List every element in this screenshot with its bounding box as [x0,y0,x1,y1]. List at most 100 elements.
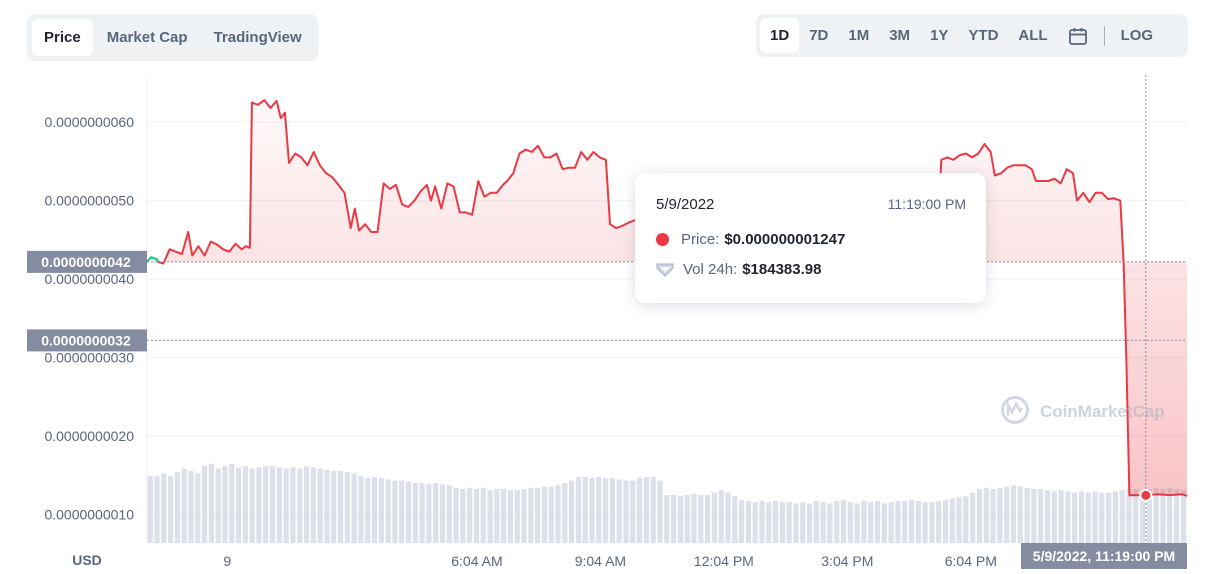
volume-bar [433,483,439,543]
tooltip-volume-value: $184383.98 [742,261,822,278]
volume-bar [827,503,833,543]
tooltip-volume-row: Vol 24h: $184383.98 [656,261,821,278]
volume-bar [1004,486,1010,543]
tab-market-cap[interactable]: Market Cap [106,29,188,46]
tooltip-price-row: Price: $0.000000001247 [656,231,845,248]
volume-bar [738,499,745,543]
volume-bar [263,466,269,543]
crosshair-point [1139,488,1153,502]
volume-bar [222,466,228,543]
volume-bar [834,501,840,543]
volume-bar [616,479,622,543]
volume-bar [684,495,690,543]
volume-bar [772,501,779,543]
volume-bar [229,463,235,543]
volume-bar [942,499,949,543]
volume-bar [1112,491,1119,543]
volume-bar [242,466,248,543]
toolbar-divider [1103,25,1105,46]
volume-bar [460,489,466,543]
volume-bar [1078,491,1085,543]
range-1y[interactable]: 1Y [930,27,949,44]
volume-bar [1044,490,1051,543]
volume-bar [188,471,194,543]
volume-bar [983,487,989,543]
volume-bar [711,492,717,543]
range-ytd[interactable]: YTD [968,27,999,44]
volume-bar [1153,487,1159,543]
volume-bar [800,502,806,543]
volume-bar [650,477,656,543]
volume-bar [1099,492,1105,543]
price-line-down [157,99,1188,497]
volume-bar [915,501,921,543]
volume-bar [174,472,180,543]
volume-bar [371,477,378,543]
currency-label: USD [72,552,102,568]
range-3m[interactable]: 3M [889,27,911,44]
range-all[interactable]: ALL [1018,27,1048,44]
volume-bar [766,502,772,543]
volume-bar [310,467,316,543]
price-marker-badge [27,329,147,352]
volume-bar [963,496,969,543]
volume-bar [881,503,887,543]
crosshair-date-badge [1021,543,1187,569]
volume-bar [902,501,908,543]
tooltip-price-label: Price: [681,231,720,248]
volume-bar [603,478,609,543]
volume-bar [970,492,976,543]
volume-bar [637,478,643,543]
volume-bar [324,469,330,543]
volume-bar [664,495,670,543]
volume-bar [888,502,894,543]
range-1d[interactable]: 1D [760,18,800,53]
range-1m[interactable]: 1M [848,27,870,44]
volume-bar [208,463,214,543]
volume-bar [154,475,160,543]
range-7d[interactable]: 7D [809,27,829,44]
time-range-tabs: 1D 7D 1M 3M 1Y YTD ALL LOG [756,14,1188,57]
volume-bar [922,502,928,543]
x-tick-label: 12:04 PM [694,553,754,569]
volume-bar [569,480,575,543]
log-scale-toggle[interactable]: LOG [1120,27,1154,44]
price-line-up [146,256,159,263]
volume-bar [759,501,765,543]
volume-bar [290,467,296,543]
volume-bar [1133,489,1139,543]
volume-bar [507,490,514,543]
volume-bar [1065,491,1071,543]
volume-bar [249,468,255,543]
volume-bar [1072,492,1078,543]
volume-bar [215,468,221,543]
volume-bar [908,499,915,543]
volume-bar [555,485,561,543]
volume-bar [494,489,500,543]
volume-bar [1167,487,1173,543]
tooltip-time: 11:19:00 PM [887,196,966,212]
tooltip-volume-label: Vol 24h: [683,261,738,278]
volume-bar [976,489,983,543]
calendar-icon[interactable] [1058,18,1098,53]
volume-bar [297,468,303,543]
x-tick-label: 9:04 AM [575,553,626,569]
volume-bar [698,495,704,543]
volume-bar [385,479,391,543]
tab-tradingview[interactable]: TradingView [213,29,302,46]
volume-bar [331,471,337,543]
volume-bar [1038,489,1044,543]
volume-bar [399,480,405,543]
x-tick-label: 6:04 PM [945,553,997,569]
volume-bar [582,477,588,543]
volume-bar [541,486,548,543]
volume-bar [1092,491,1098,543]
volume-bar [868,502,874,543]
x-tick-label: 6:04 AM [451,553,502,569]
volume-bar [1119,490,1125,543]
volume-bar [1010,485,1017,543]
volume-bar [392,480,398,543]
volume-bar [528,487,534,543]
tab-price[interactable]: Price [32,19,93,56]
